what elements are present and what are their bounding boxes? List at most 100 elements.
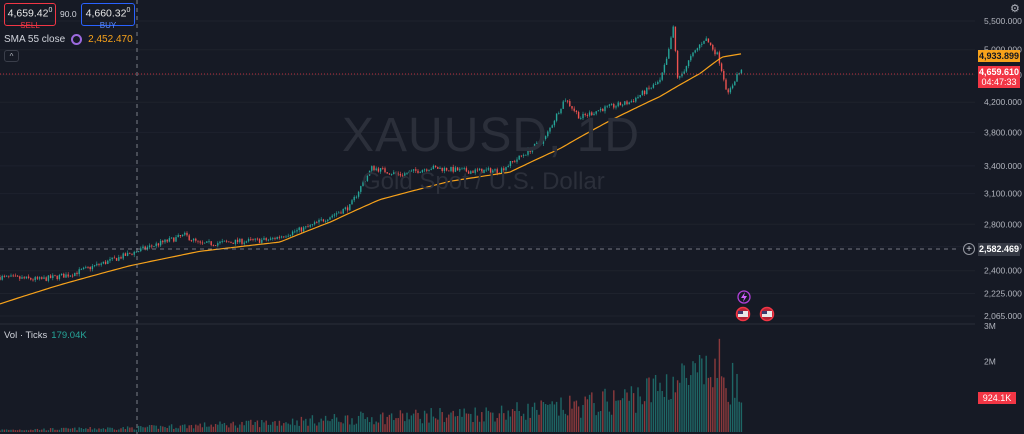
volume-bar (58, 429, 61, 432)
volume-bar (531, 406, 534, 432)
price-tick-label: 2,400.000 (984, 266, 1022, 276)
volume-bar (219, 421, 221, 432)
candle-body (564, 100, 567, 102)
indicator-source-icon[interactable] (71, 33, 83, 45)
candle-body (201, 242, 204, 244)
volume-bar (551, 401, 553, 432)
volume-bar (181, 424, 184, 432)
candle-body (375, 168, 377, 171)
volume-bar (228, 427, 230, 432)
candle-body (320, 219, 322, 221)
sma-legend[interactable]: SMA 55 close 2,452.470 (4, 31, 133, 47)
candle-body (56, 275, 58, 279)
volume-last-label: 924.1K (978, 392, 1016, 404)
candle-body (485, 169, 487, 171)
candle-body (522, 154, 525, 156)
candle-body (27, 276, 30, 279)
candle-body (597, 110, 600, 112)
volume-bar (445, 417, 448, 432)
volume-bar (467, 413, 470, 432)
volume-bar (1, 429, 3, 432)
volume-bar (316, 425, 318, 432)
sma-value: 2,452.470 (88, 33, 133, 45)
volume-bar (3, 429, 6, 432)
volume-bar (507, 410, 509, 432)
candle-body (388, 173, 391, 175)
candle-body (36, 277, 39, 279)
volume-bar (168, 425, 171, 432)
candle-body (723, 71, 725, 80)
volume-bar (289, 424, 292, 432)
sell-button[interactable]: 4,659.420 SELL (4, 3, 56, 30)
price-tick-label: 2,065.000 (984, 311, 1022, 321)
candle-body (300, 227, 303, 232)
add-alert-plus-icon[interactable]: + (963, 243, 975, 255)
candle-body (1, 275, 3, 280)
symbol-description-watermark: Gold Spot / U.S. Dollar (362, 168, 605, 195)
volume-bar (731, 362, 734, 432)
volume-bar (241, 421, 243, 432)
volume-bar (285, 422, 287, 432)
buy-button[interactable]: 4,660.320 BUY (81, 3, 135, 30)
volume-bar (562, 409, 564, 432)
price-tick-label: 2,800.000 (984, 219, 1022, 229)
volume-bar (582, 404, 584, 432)
gear-icon[interactable]: ⚙ (1010, 3, 1020, 15)
candle-body (690, 56, 692, 61)
price-axis[interactable]: 5,500.0005,000.0004,600.0004,200.0003,80… (984, 16, 1022, 321)
candle-body (540, 143, 542, 145)
volume-bar (36, 428, 39, 432)
candle-body (181, 234, 184, 237)
candle-body (731, 85, 734, 89)
candle-body (617, 102, 619, 107)
candle-body (406, 173, 408, 175)
candle-body (239, 238, 241, 243)
candle-body (434, 165, 437, 168)
volume-bar (320, 418, 322, 432)
volume-axis[interactable]: 3M 2M (984, 321, 996, 366)
candle-body (481, 168, 483, 174)
candle-body (632, 101, 635, 103)
volume-bar (577, 406, 580, 432)
candle-body (3, 275, 6, 277)
candle-body (582, 113, 584, 119)
volume-bar (395, 418, 397, 432)
volume-bar (470, 413, 472, 432)
volume-bar (472, 422, 474, 432)
candle-body (494, 169, 496, 171)
candle-body (263, 238, 265, 240)
volume-bar (278, 420, 281, 432)
volume-bar (137, 425, 140, 432)
volume-bar (313, 423, 316, 432)
candle-body (166, 239, 168, 242)
candle-body (577, 112, 580, 119)
volume-bar (19, 429, 21, 432)
candle-body (265, 238, 267, 241)
candle-body (38, 277, 41, 279)
candle-body (657, 82, 659, 85)
candle-body (599, 108, 602, 111)
candle-body (621, 104, 624, 106)
candle-body (188, 235, 190, 241)
candle-body (712, 44, 714, 50)
event-markers[interactable] (735, 290, 775, 322)
candle-body (470, 171, 472, 174)
volume-bar (659, 382, 661, 432)
candle-body (170, 237, 173, 239)
candle-body (360, 186, 362, 192)
collapse-legend-button[interactable]: ^ (4, 50, 19, 62)
volume-bar (450, 412, 452, 432)
volume-legend[interactable]: Vol · Ticks 179.04K (4, 330, 87, 341)
volume-bar (542, 402, 545, 432)
volume-bar (87, 428, 89, 432)
candle-body (214, 245, 217, 247)
volume-bar (648, 377, 650, 432)
volume-bar (630, 386, 633, 432)
candle-body (412, 169, 415, 171)
volume-bar (487, 410, 490, 432)
volume-bar (52, 428, 54, 432)
volume-bar (652, 378, 655, 432)
candle-body (96, 263, 98, 266)
volume-bar (518, 411, 520, 432)
